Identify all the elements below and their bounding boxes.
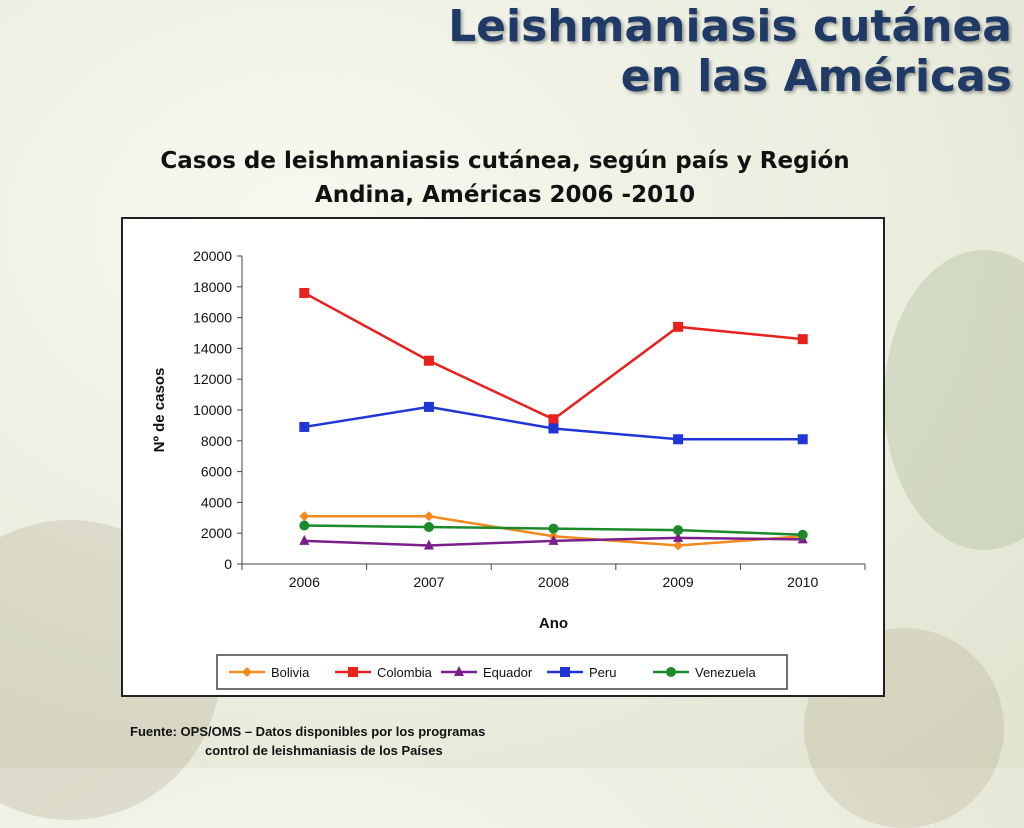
y-tick-label: 0 (224, 556, 232, 572)
x-tick-label: 2006 (289, 574, 320, 590)
slide-title-line-2: en las Américas (620, 51, 1012, 102)
legend-label-venezuela: Venezuela (695, 665, 756, 680)
data-point-colombia (548, 414, 559, 425)
x-tick-label: 2008 (538, 574, 569, 590)
y-tick-label: 12000 (193, 371, 232, 387)
chart-frame: 0 2000 4000 6000 8000 10000 12000 14000 16000 180… (121, 217, 885, 697)
data-point-bolivia (673, 540, 684, 551)
legend-marker-peru (560, 667, 570, 677)
y-tick-label: 10000 (193, 402, 232, 418)
y-tick-label: 4000 (201, 494, 232, 510)
line-chart: 0 2000 4000 6000 8000 10000 12000 14000 16000 180… (151, 248, 866, 690)
legend-label-colombia: Colombia (377, 665, 433, 680)
y-tick-label: 14000 (193, 340, 232, 356)
source-line-1: Fuente: OPS/OMS – Datos disponibles por … (130, 724, 486, 739)
data-point-colombia (797, 334, 808, 345)
legend-marker-colombia (348, 667, 358, 677)
data-point-peru (797, 434, 808, 445)
series-line-colombia (303, 291, 803, 421)
source-note: Fuente: OPS/OMS – Datos disponibles por … (130, 722, 485, 760)
data-point-equador (548, 534, 559, 545)
data-point-venezuela (423, 522, 434, 533)
x-tick-label: 2009 (663, 574, 694, 590)
background-decoration (884, 250, 1024, 550)
x-tick-label: 2007 (413, 574, 444, 590)
y-tick-label: 6000 (201, 464, 232, 480)
y-tick-label: 2000 (201, 525, 232, 541)
data-point-peru (423, 401, 434, 412)
data-point-equador (299, 534, 310, 545)
chart-heading-line-1: Casos de leishmaniasis cutánea, según pa… (160, 148, 850, 174)
x-tick-label: 2010 (787, 574, 818, 590)
y-tick-label: 8000 (201, 433, 232, 449)
legend-marker-bolivia (242, 667, 252, 677)
y-axis-title: Nº de casos (151, 368, 168, 453)
data-point-colombia (673, 321, 684, 332)
data-point-equador (673, 531, 684, 542)
data-point-equador (423, 539, 434, 550)
chart-heading: Casos de leishmaniasis cutánea, según pa… (120, 144, 890, 212)
legend-marker-venezuela (666, 667, 676, 677)
data-point-venezuela (797, 529, 808, 540)
data-point-venezuela (673, 525, 684, 536)
data-point-peru (299, 421, 310, 432)
legend-label-bolivia: Bolivia (271, 665, 310, 680)
data-point-bolivia (423, 511, 434, 522)
slide-title: Leishmaniasis cutánea en las Américas (448, 2, 1012, 102)
data-point-bolivia (299, 511, 310, 522)
data-point-venezuela (548, 523, 559, 534)
data-point-colombia (299, 287, 310, 298)
data-point-peru (673, 434, 684, 445)
legend-box (216, 654, 788, 690)
x-axis-title: Ano (539, 615, 568, 632)
y-tick-label: 16000 (193, 310, 232, 326)
data-point-peru (548, 423, 559, 434)
legend-label-peru: Peru (589, 665, 616, 680)
data-point-venezuela (299, 520, 310, 531)
data-point-colombia (423, 355, 434, 366)
source-line-2: control de leishmaniasis de los Países (205, 743, 443, 758)
y-tick-label: 18000 (193, 279, 232, 295)
legend-label-equador: Equador (483, 665, 533, 680)
legend-marker-equador (454, 666, 464, 676)
y-tick-label: 20000 (193, 248, 232, 264)
chart-heading-line-2: Andina, Américas 2006 -2010 (314, 182, 696, 208)
slide-title-line-1: Leishmaniasis cutánea (448, 1, 1012, 52)
